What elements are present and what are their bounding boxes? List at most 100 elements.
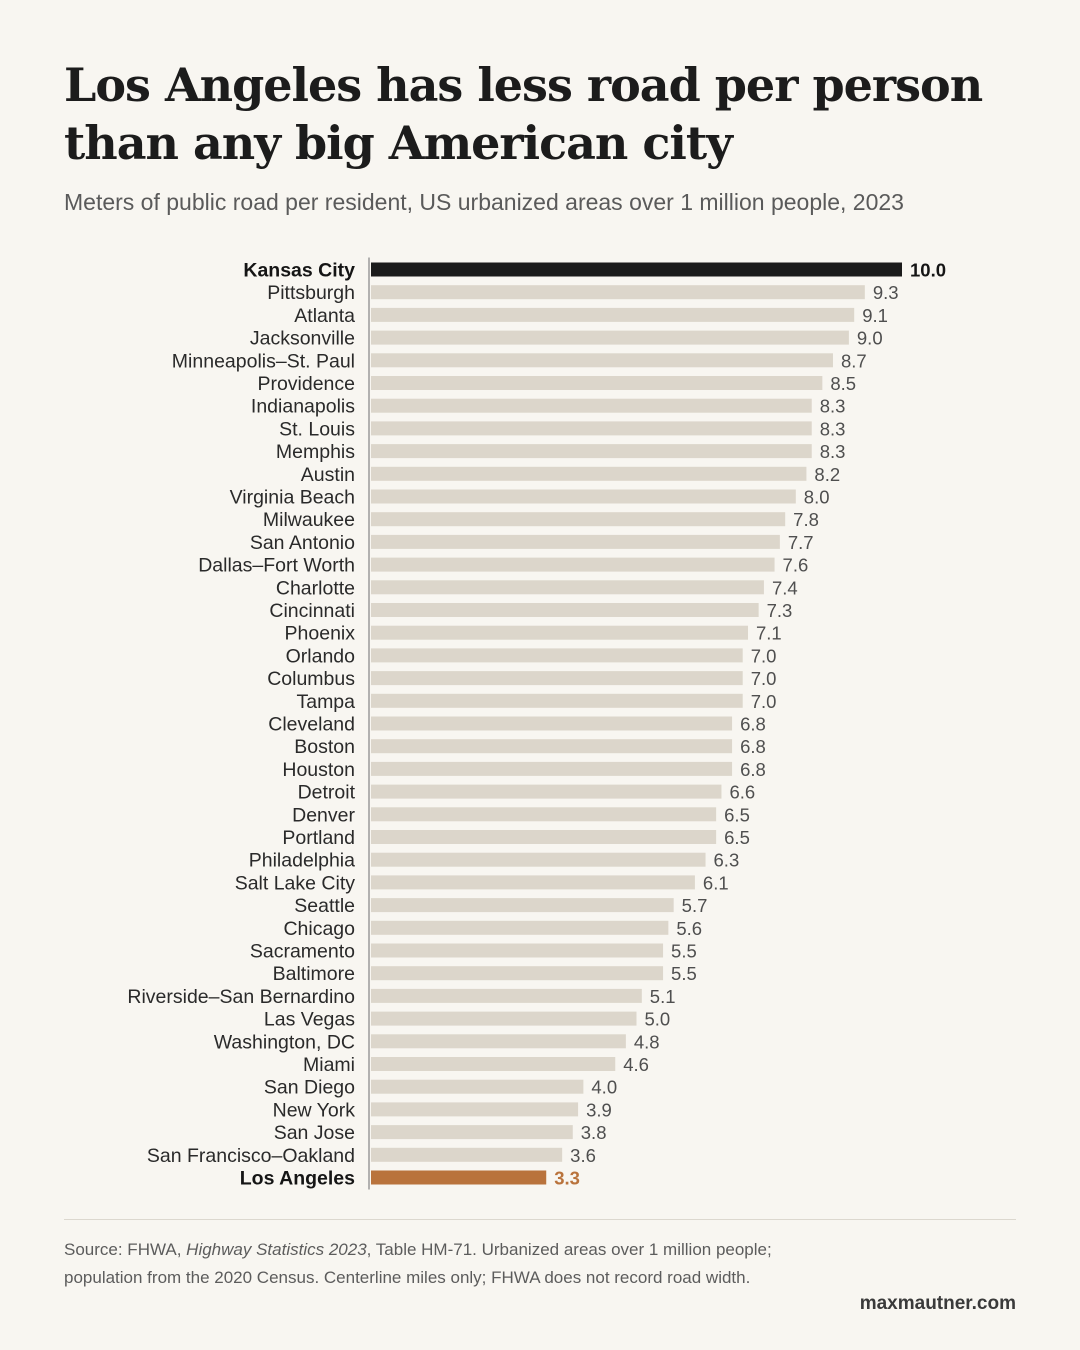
bar xyxy=(371,1125,573,1140)
category-label: Portland xyxy=(282,827,355,849)
value-label: 6.5 xyxy=(724,804,750,825)
value-label: 8.3 xyxy=(820,418,846,439)
bar xyxy=(371,1034,626,1049)
category-label: Orlando xyxy=(286,645,356,667)
bar xyxy=(371,671,743,686)
value-label: 3.8 xyxy=(581,1122,607,1143)
value-label: 7.7 xyxy=(788,532,814,553)
category-label: Cleveland xyxy=(268,714,355,736)
bar xyxy=(371,898,674,913)
bar xyxy=(371,353,833,368)
category-label: Tampa xyxy=(296,691,355,713)
value-label: 7.4 xyxy=(772,577,798,598)
category-label: New York xyxy=(273,1099,356,1121)
value-label: 3.9 xyxy=(586,1099,612,1120)
category-label: Baltimore xyxy=(273,963,355,985)
bar xyxy=(371,307,855,322)
category-label: San Antonio xyxy=(250,532,355,554)
source-publication: Highway Statistics 2023 xyxy=(186,1240,367,1259)
value-label: 5.1 xyxy=(650,986,676,1007)
category-label: Philadelphia xyxy=(249,850,355,872)
bar xyxy=(371,988,642,1003)
category-label: Los Angeles xyxy=(240,1168,355,1190)
value-label: 4.0 xyxy=(591,1077,617,1098)
value-label: 5.6 xyxy=(676,918,702,939)
chart-subtitle: Meters of public road per resident, US u… xyxy=(64,189,904,215)
chart-title: Los Angeles has less road per person tha… xyxy=(64,58,983,170)
bar xyxy=(371,716,733,731)
bar xyxy=(371,784,722,799)
value-label: 6.6 xyxy=(729,782,755,803)
bar xyxy=(371,466,807,481)
category-label: Miami xyxy=(303,1054,355,1076)
bar xyxy=(371,625,749,640)
category-label: Austin xyxy=(301,464,355,486)
category-label: Indianapolis xyxy=(251,396,355,418)
source-suffix: , Table HM-71. Urbanized areas over 1 mi… xyxy=(64,1240,772,1287)
bar xyxy=(371,557,775,572)
category-label: Jacksonville xyxy=(250,328,355,350)
category-label: San Diego xyxy=(264,1077,355,1099)
bar xyxy=(371,875,695,890)
category-label: Dallas–Fort Worth xyxy=(198,555,355,577)
value-label: 7.3 xyxy=(767,600,793,621)
category-label: Kansas City xyxy=(243,260,355,282)
bar xyxy=(371,1102,579,1117)
category-label: Chicago xyxy=(283,918,355,940)
bar xyxy=(371,376,823,390)
value-label: 5.7 xyxy=(682,895,708,916)
value-label: 8.3 xyxy=(820,396,846,417)
category-label: St. Louis xyxy=(279,418,355,440)
value-label: 7.6 xyxy=(783,555,809,576)
category-label: Pittsburgh xyxy=(267,282,355,304)
bar xyxy=(371,830,717,844)
value-label: 3.6 xyxy=(570,1145,596,1166)
bar xyxy=(371,739,733,754)
value-label: 8.2 xyxy=(814,464,840,485)
value-label: 8.0 xyxy=(804,487,830,508)
category-label: Memphis xyxy=(276,441,355,463)
value-label: 9.1 xyxy=(862,305,888,326)
value-label: 5.5 xyxy=(671,941,697,962)
bar xyxy=(371,1011,637,1026)
bar xyxy=(371,330,849,345)
bar xyxy=(371,285,865,300)
value-label: 5.5 xyxy=(671,963,697,984)
bar xyxy=(371,966,664,981)
bar xyxy=(371,262,902,277)
source-prefix: Source: FHWA, xyxy=(64,1240,187,1259)
value-label: 7.0 xyxy=(751,691,777,712)
site-credit: maxmautner.com xyxy=(859,1293,1016,1314)
bar xyxy=(371,603,759,617)
value-label: 6.8 xyxy=(740,736,766,757)
bar xyxy=(371,489,796,504)
bar xyxy=(371,444,812,459)
bar xyxy=(371,943,664,958)
value-label: 5.0 xyxy=(645,1009,671,1030)
value-label: 7.8 xyxy=(793,509,819,530)
value-label: 8.5 xyxy=(830,373,856,394)
value-label: 7.0 xyxy=(751,645,777,666)
category-label: Washington, DC xyxy=(214,1031,355,1053)
value-label: 6.3 xyxy=(714,850,740,871)
value-label: 10.0 xyxy=(910,260,946,281)
category-label: Sacramento xyxy=(250,941,355,963)
value-label: 6.8 xyxy=(740,714,766,735)
category-label: Atlanta xyxy=(294,305,355,327)
value-label: 4.8 xyxy=(634,1031,660,1052)
category-label: Charlotte xyxy=(276,577,355,599)
category-label: Las Vegas xyxy=(264,1009,355,1031)
bar-chart: Kansas City 10.0 Pittsburgh 9.3 Atlanta 9.1 Ja… xyxy=(127,257,946,1190)
value-label: 7.0 xyxy=(751,668,777,689)
category-label: Riverside–San Bernardino xyxy=(127,986,355,1008)
category-label: Minneapolis–St. Paul xyxy=(172,350,355,372)
bar xyxy=(371,761,733,776)
bar xyxy=(371,534,780,549)
category-label: Cincinnati xyxy=(269,600,355,622)
bar xyxy=(371,1079,584,1094)
category-label: Seattle xyxy=(294,895,355,917)
value-label: 7.1 xyxy=(756,623,782,644)
value-label: 8.7 xyxy=(841,350,867,371)
bar xyxy=(371,852,706,867)
value-label: 3.3 xyxy=(554,1168,580,1189)
